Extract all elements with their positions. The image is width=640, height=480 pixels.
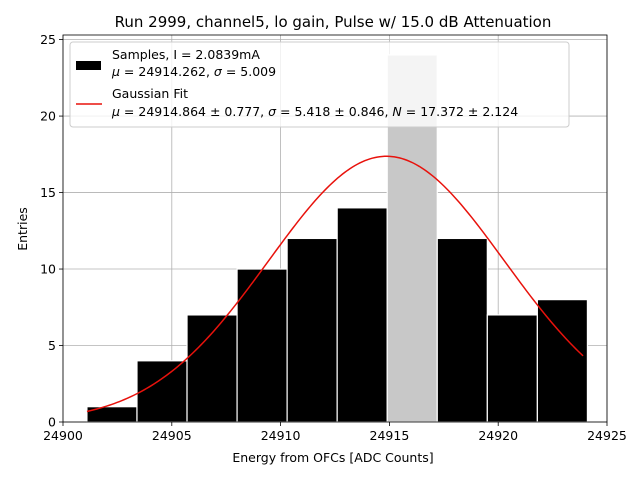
y-axis-label: Entries xyxy=(15,207,30,251)
y-tick-label: 5 xyxy=(48,338,56,353)
legend-samples-line1: Samples, I = 2.0839mA xyxy=(112,47,260,62)
y-tick-label: 10 xyxy=(40,262,56,277)
y-tick-label: 15 xyxy=(40,185,56,200)
y-tick-label: 20 xyxy=(40,109,56,124)
x-tick-label: 24920 xyxy=(478,428,518,443)
legend-fit-sigma-value: = 5.418 ± 0.846, xyxy=(276,104,392,119)
x-tick-label: 24900 xyxy=(43,428,83,443)
histogram-bar xyxy=(286,237,338,423)
histogram-bar xyxy=(336,207,388,423)
legend-samples-sigma-value: = 5.009 xyxy=(222,64,276,79)
x-axis-ticks: 24900 24905 24910 24915 24920 24925 xyxy=(43,422,627,443)
x-tick-label: 24925 xyxy=(587,428,627,443)
legend-fit-mu-value: = 24914.864 ± 0.777, xyxy=(120,104,268,119)
legend-fit-sigma-symbol: σ xyxy=(268,104,277,119)
chart-title: Run 2999, channel5, lo gain, Pulse w/ 15… xyxy=(115,13,552,31)
legend-sigma-symbol: σ xyxy=(214,64,223,79)
legend-fit-mu-symbol: μ xyxy=(111,104,120,119)
legend: Samples, I = 2.0839mA μ = 24914.262, σ =… xyxy=(69,41,570,128)
y-axis-ticks: 0 5 10 15 20 25 xyxy=(40,32,63,430)
legend-samples-swatch xyxy=(76,61,101,70)
x-tick-label: 24910 xyxy=(261,428,301,443)
x-tick-label: 24915 xyxy=(370,428,410,443)
histogram-bar xyxy=(136,360,188,423)
x-axis-label: Energy from OFCs [ADC Counts] xyxy=(232,450,433,465)
legend-fit-n-symbol: N xyxy=(392,104,402,119)
histogram-bar xyxy=(536,299,589,423)
axes-frame xyxy=(62,34,608,423)
legend-mu-symbol: μ xyxy=(111,64,120,79)
legend-samples-mu-value: = 24914.262, xyxy=(120,64,214,79)
legend-fit-line1: Gaussian Fit xyxy=(112,86,188,101)
y-tick-label: 25 xyxy=(40,32,56,47)
gaussian-fit-curve xyxy=(86,155,584,413)
x-tick-label: 24905 xyxy=(152,428,192,443)
histogram-bar xyxy=(436,237,488,423)
y-tick-label: 0 xyxy=(48,415,56,430)
legend-fit-n-value: = 17.372 ± 2.124 xyxy=(402,104,518,119)
legend-samples-line2: μ = 24914.262, σ = 5.009 xyxy=(111,64,276,79)
histogram-bar xyxy=(486,314,538,423)
legend-box xyxy=(69,41,570,128)
histogram-bar xyxy=(186,314,238,423)
legend-fit-line2: μ = 24914.864 ± 0.777, σ = 5.418 ± 0.846… xyxy=(111,104,518,119)
